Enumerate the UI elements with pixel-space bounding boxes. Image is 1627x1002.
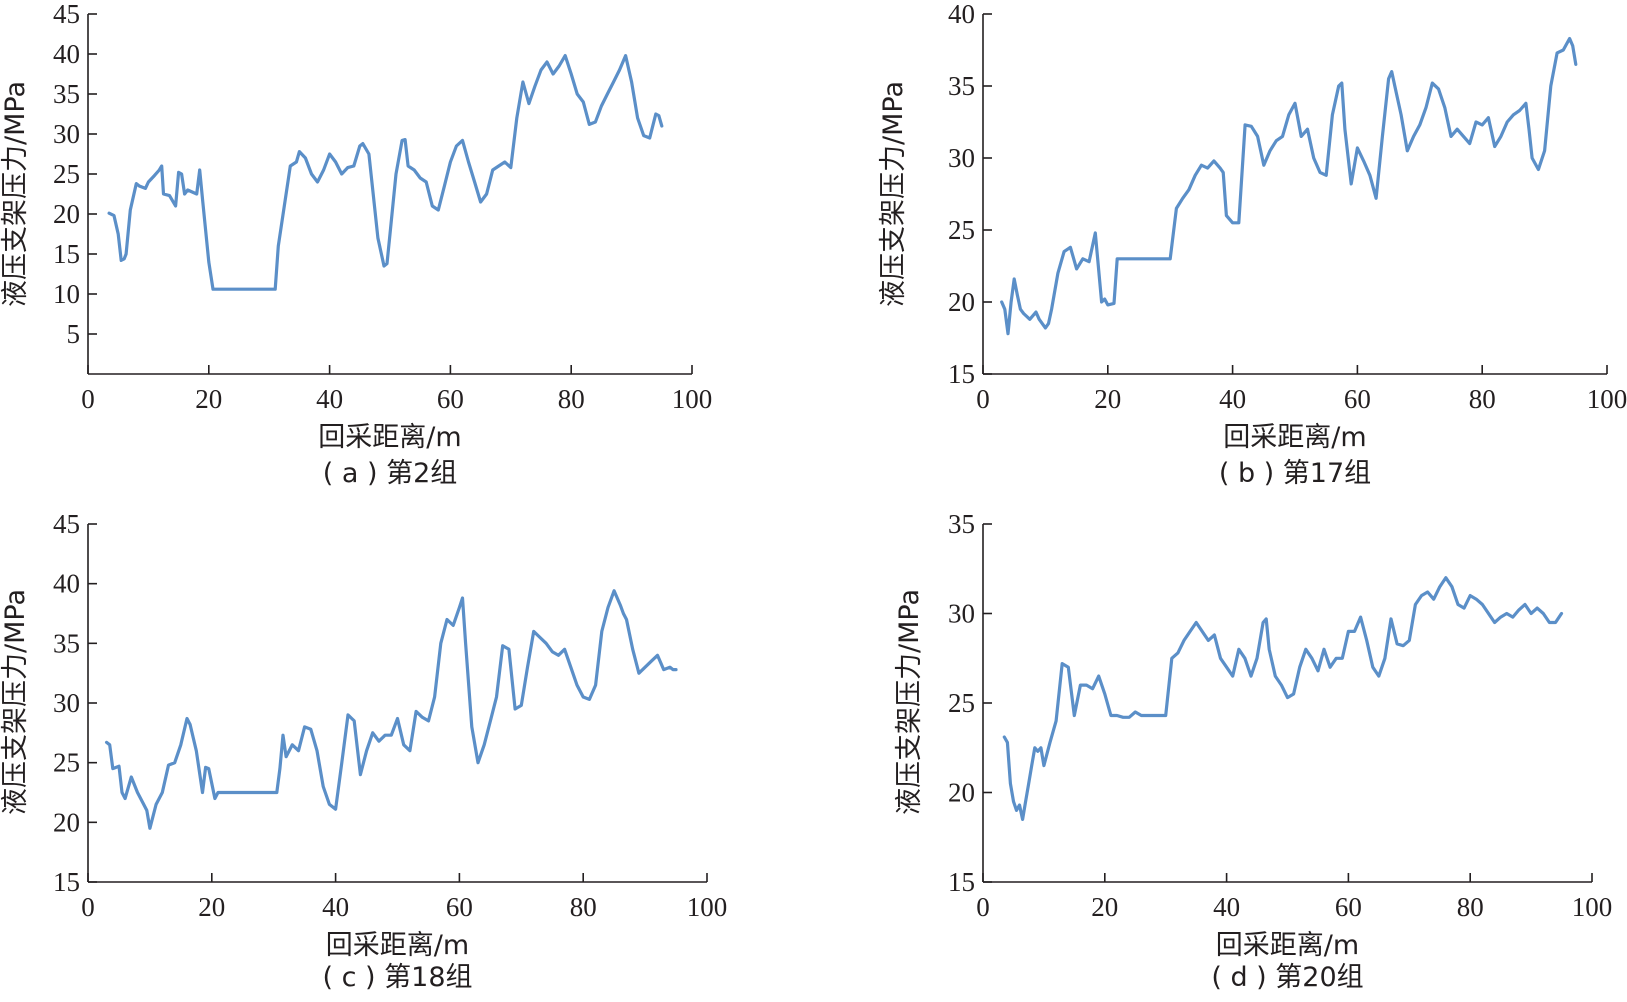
chart-panel-4: 0 20 40 60 80 100 15 20 25 30 35 回采距离/m 液压支架压力/MPa ( … <box>894 509 1612 993</box>
y-tick-label: 20 <box>53 199 80 229</box>
x-tick-label: 0 <box>81 384 95 414</box>
x-tick-label: 60 <box>437 384 464 414</box>
y-tick-label: 45 <box>53 0 80 29</box>
x-axis-title: 回采距离/m <box>318 422 461 453</box>
x-tick-label: 20 <box>1091 892 1118 922</box>
x-tick-label: 20 <box>198 892 225 922</box>
x-tick-label: 0 <box>976 384 990 414</box>
x-tick-label: 80 <box>570 892 597 922</box>
y-tick-label: 20 <box>948 778 975 808</box>
x-tick-label: 80 <box>1457 892 1484 922</box>
y-axis-title: 液压支架压力/MPa <box>878 81 909 307</box>
y-tick-label: 25 <box>53 159 80 189</box>
chart-panel-1: 0 20 40 60 80 100 5 10 15 20 25 30 35 40 45 回采距离/m 液压支架压… <box>0 0 712 489</box>
chart-panel-2: 0 20 40 60 80 100 15 20 25 30 35 40 回采距离/m 液压支架压力/MPa… <box>878 0 1627 489</box>
x-tick-label: 40 <box>1219 384 1246 414</box>
y-tick-label: 40 <box>53 569 80 599</box>
y-tick-label: 25 <box>948 215 975 245</box>
y-tick-label: 20 <box>53 807 80 837</box>
x-tick-label: 80 <box>558 384 585 414</box>
pressure-series-line <box>107 53 664 291</box>
panel-caption: ( c ) 第18组 <box>322 962 472 993</box>
y-tick-label: 35 <box>53 79 80 109</box>
y-tick-label: 35 <box>948 509 975 539</box>
y-tick-label: 20 <box>948 287 975 317</box>
y-tick-label: 30 <box>948 143 975 173</box>
y-tick-label: 25 <box>53 748 80 778</box>
y-axis-title: 液压支架压力/MPa <box>0 81 31 307</box>
panel-caption: ( b ) 第17组 <box>1219 458 1371 489</box>
y-tick-label: 15 <box>948 867 975 897</box>
x-tick-label: 40 <box>316 384 343 414</box>
x-tick-label: 40 <box>322 892 349 922</box>
panel-caption: ( a ) 第2组 <box>323 458 458 489</box>
x-axis-title: 回采距离/m <box>1216 930 1359 961</box>
y-tick-label: 5 <box>67 319 81 349</box>
y-tick-label: 25 <box>948 688 975 718</box>
x-tick-label: 80 <box>1469 384 1496 414</box>
y-tick-label: 15 <box>948 359 975 389</box>
y-tick-label: 35 <box>53 628 80 658</box>
y-tick-label: 15 <box>53 867 80 897</box>
x-tick-label: 100 <box>687 892 728 922</box>
x-tick-label: 20 <box>1094 384 1121 414</box>
x-tick-label: 20 <box>195 384 222 414</box>
x-tick-label: 60 <box>446 892 473 922</box>
y-tick-label: 40 <box>948 0 975 29</box>
x-tick-label: 100 <box>672 384 713 414</box>
y-tick-label: 30 <box>53 119 80 149</box>
y-tick-label: 45 <box>53 509 80 539</box>
y-axis-title: 液压支架压力/MPa <box>894 589 925 815</box>
x-tick-label: 100 <box>1587 384 1627 414</box>
pressure-series-line <box>104 589 678 830</box>
x-tick-label: 60 <box>1344 384 1371 414</box>
pressure-series-line <box>1000 36 1578 336</box>
y-tick-label: 30 <box>948 599 975 629</box>
y-axis-title: 液压支架压力/MPa <box>0 589 31 815</box>
panel-caption: ( d ) 第20组 <box>1211 962 1363 993</box>
y-tick-label: 40 <box>53 39 80 69</box>
y-tick-label: 15 <box>53 239 80 269</box>
x-axis-title: 回采距离/m <box>1223 422 1366 453</box>
pressure-series-line <box>1002 576 1564 822</box>
x-axis-title: 回采距离/m <box>326 930 469 961</box>
x-tick-label: 100 <box>1572 892 1613 922</box>
x-tick-label: 0 <box>976 892 990 922</box>
y-tick-label: 30 <box>53 688 80 718</box>
x-tick-label: 0 <box>81 892 95 922</box>
x-tick-label: 60 <box>1335 892 1362 922</box>
y-tick-label: 10 <box>53 279 80 309</box>
x-tick-label: 40 <box>1213 892 1240 922</box>
y-tick-label: 35 <box>948 71 975 101</box>
chart-panel-3: 0 20 40 60 80 100 15 20 25 30 35 40 45 回采距离/m 液压支架压力/M… <box>0 509 727 993</box>
